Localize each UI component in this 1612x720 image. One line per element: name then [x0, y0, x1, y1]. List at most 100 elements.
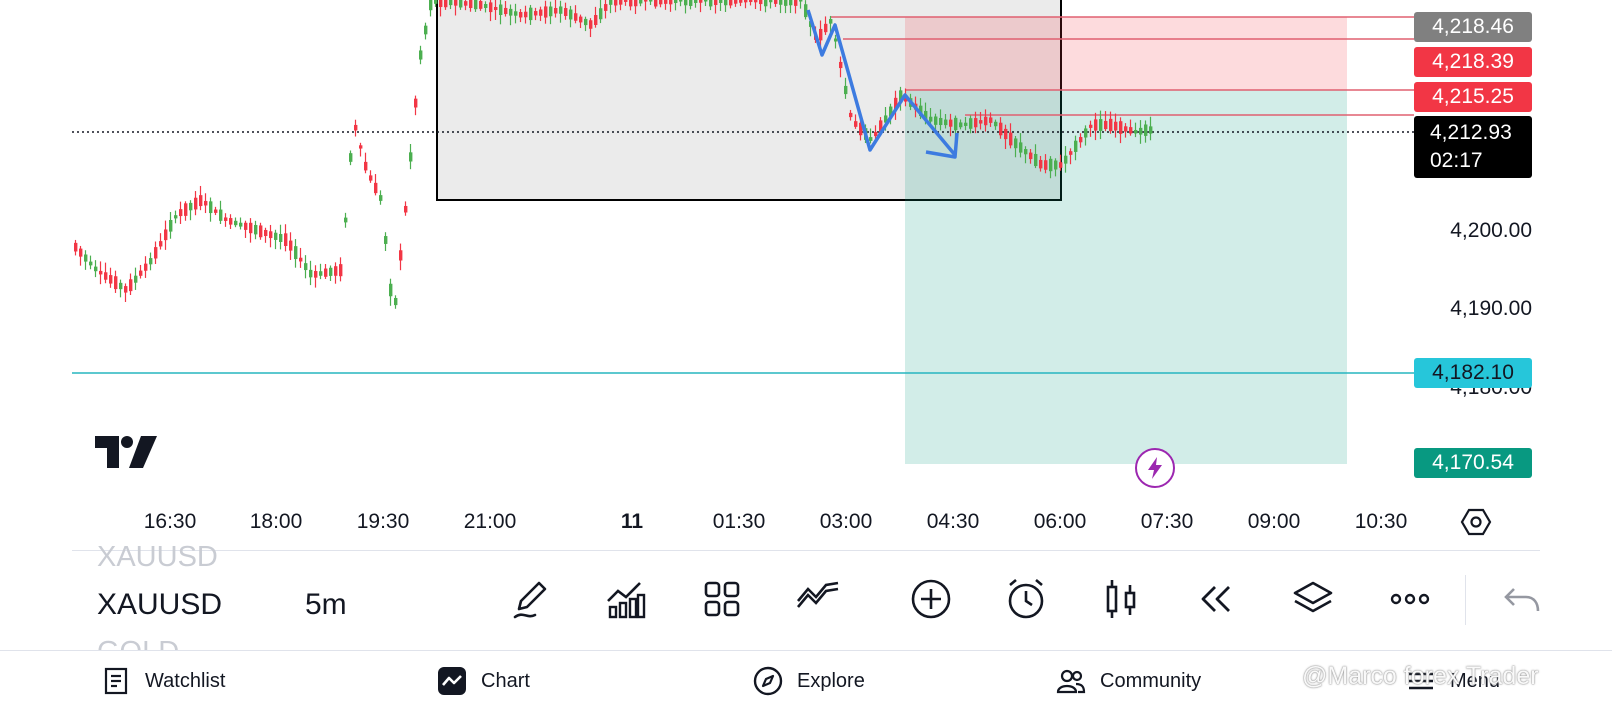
candle-body — [689, 0, 693, 6]
candle-body — [184, 203, 188, 216]
candle-body — [794, 0, 798, 6]
candle-body — [759, 0, 763, 5]
rectangle-drawing — [436, 0, 1062, 201]
candle-body — [169, 219, 173, 232]
candle-body — [924, 110, 928, 120]
candle-body — [774, 0, 778, 4]
symbol-next[interactable]: GOLD1h — [97, 636, 179, 650]
candle-body — [414, 98, 418, 108]
candles-icon[interactable] — [1099, 577, 1143, 621]
candle-body — [699, 0, 703, 3]
nav-label: Explore — [797, 669, 865, 692]
candle-body — [144, 263, 148, 271]
time-label: 03:00 — [819, 510, 873, 533]
candle-body — [89, 261, 93, 266]
candle-body — [579, 16, 583, 23]
compass-icon — [753, 666, 783, 696]
candle-body — [1039, 159, 1043, 169]
target-zone — [905, 90, 1347, 464]
candle-body — [384, 236, 388, 244]
candle-body — [799, 0, 803, 2]
candle-body — [84, 254, 88, 262]
candle-body — [679, 0, 683, 2]
candle-body — [549, 6, 553, 17]
indicators-icon[interactable] — [604, 577, 648, 621]
candle-body — [79, 248, 83, 257]
nav-community[interactable]: Community — [1056, 666, 1201, 696]
candle-body — [949, 119, 953, 127]
symbol-prev[interactable]: XAUUSD1D — [97, 541, 218, 569]
candlestick-chart[interactable] — [0, 0, 1612, 545]
time-label: 06:00 — [1033, 510, 1087, 533]
candle-body — [1094, 119, 1098, 131]
axis-price-4190: 4,190.00 — [1450, 297, 1532, 320]
candle-body — [719, 0, 723, 3]
candle-body — [929, 116, 933, 122]
candle-countdown: 02:17 — [1430, 149, 1483, 172]
candle-body — [289, 240, 293, 251]
lightning-icon[interactable] — [1135, 448, 1175, 488]
more-icon[interactable] — [1388, 577, 1432, 621]
candle-body — [234, 220, 238, 226]
add-icon[interactable] — [909, 577, 953, 621]
candle-body — [1044, 160, 1048, 170]
patterns-icon[interactable] — [796, 577, 840, 621]
candle-body — [859, 122, 863, 136]
candle-body — [694, 0, 698, 3]
candle-body — [869, 137, 873, 141]
candles-group — [74, 0, 1153, 309]
candle-body — [634, 0, 638, 7]
candle-body — [394, 297, 398, 306]
candle-body — [479, 0, 483, 9]
candle-body — [189, 202, 193, 211]
candle-body — [1104, 120, 1108, 130]
candle-body — [469, 0, 473, 9]
candle-body — [359, 145, 363, 149]
layers-icon[interactable] — [1291, 577, 1335, 621]
candle-body — [314, 270, 318, 278]
candle-body — [329, 267, 333, 276]
symbol-current[interactable]: XAUUSD 5m — [97, 588, 347, 621]
candle-body — [1139, 127, 1143, 135]
candle-body — [1009, 132, 1013, 146]
nav-chart[interactable]: Chart — [437, 666, 530, 696]
candle-body — [334, 266, 338, 276]
gear-hex-icon[interactable] — [1460, 506, 1492, 538]
candle-body — [559, 6, 563, 14]
candle-body — [1099, 119, 1103, 131]
candle-body — [214, 209, 218, 213]
bottom-nav — [0, 650, 1612, 720]
support-price-label: 4,182.10 — [1414, 358, 1532, 388]
candle-body — [269, 231, 273, 239]
candle-body — [319, 271, 323, 276]
pencil-icon[interactable] — [509, 577, 553, 621]
candle-body — [1119, 121, 1123, 134]
nav-label: Chart — [481, 669, 530, 692]
nav-explore[interactable]: Explore — [753, 666, 865, 696]
candle-body — [919, 105, 923, 117]
divider — [72, 550, 1540, 551]
chart-area[interactable]: 4,218.46 4,218.39 4,215.25 4,212.93 02:1… — [0, 0, 1612, 545]
candle-body — [499, 4, 503, 16]
candle-body — [379, 195, 383, 201]
alarm-icon[interactable] — [1004, 577, 1048, 621]
candle-body — [244, 222, 248, 230]
replay-icon[interactable] — [1195, 577, 1239, 621]
time-label: 19:30 — [356, 510, 410, 533]
candle-body — [769, 0, 773, 3]
people-icon — [1056, 669, 1086, 694]
candle-body — [734, 0, 738, 4]
candle-body — [514, 11, 518, 16]
candle-body — [419, 50, 423, 60]
nav-watchlist[interactable]: Watchlist — [101, 666, 225, 696]
candle-body — [324, 268, 328, 277]
candle-body — [464, 1, 468, 6]
nav-menu[interactable]: Menu — [1406, 666, 1500, 696]
candle-body — [274, 232, 278, 240]
time-label: 16:30 — [143, 510, 197, 533]
grid-icon[interactable] — [700, 577, 744, 621]
candle-body — [994, 121, 998, 127]
candle-body — [1089, 124, 1093, 128]
undo-icon[interactable] — [1500, 577, 1544, 621]
price-label-1: 4,218.46 — [1414, 12, 1532, 42]
